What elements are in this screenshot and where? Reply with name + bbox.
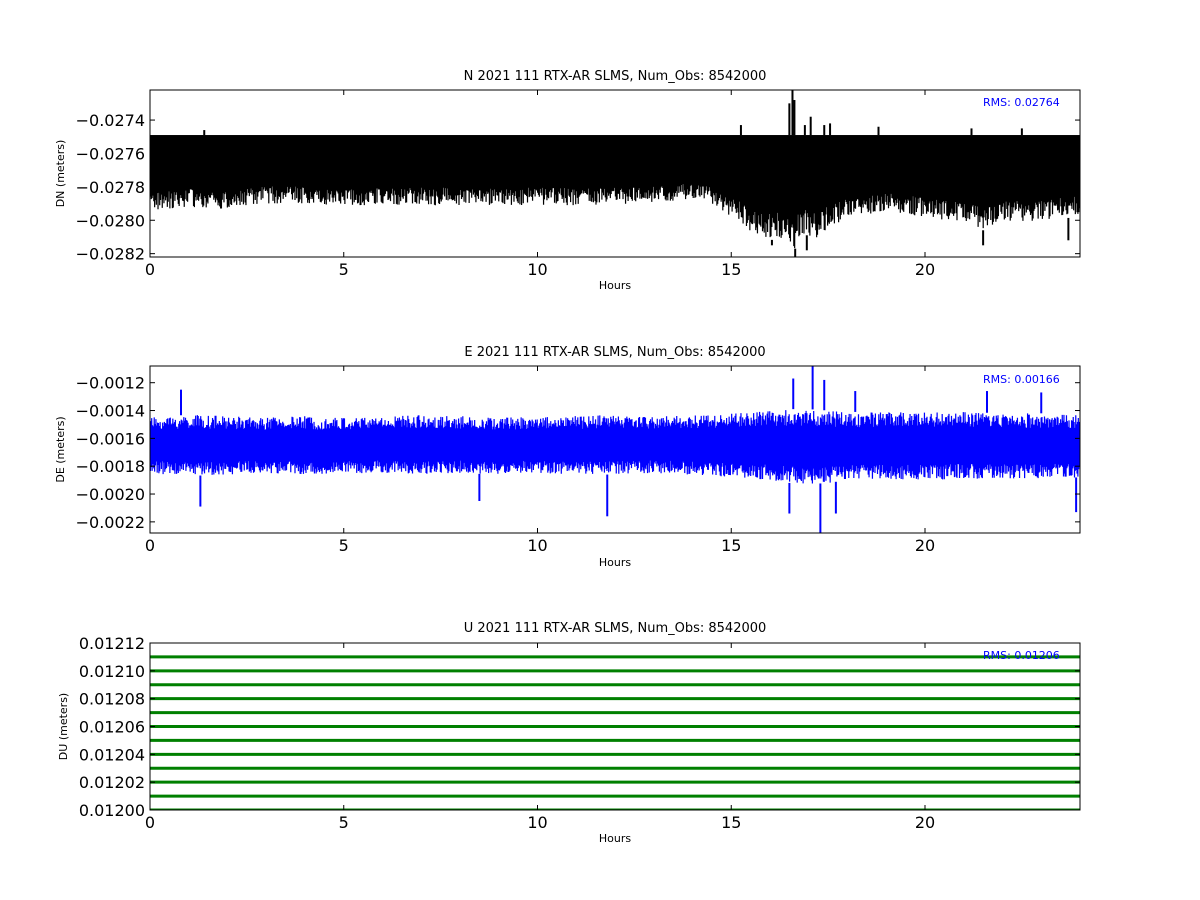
panel-north-y-ticks: −0.0274 −0.0276 −0.0278 −0.0280 −0.0282	[76, 111, 1080, 264]
panel-east-y-tick-label-4: −0.0020	[76, 485, 145, 504]
panel-north-x-tick-label-1: 5	[339, 260, 349, 279]
panel-north-x-tick-label-4: 20	[915, 260, 935, 279]
panel-up-plot	[150, 655, 1080, 810]
panel-east-y-tick-label-1: −0.0014	[76, 402, 145, 421]
panel-north-y-tick-label-2: −0.0278	[76, 178, 145, 197]
panel-up-x-ticks: 0 5 10 15 20	[145, 643, 935, 832]
panel-east-x-tick-label-2: 10	[527, 536, 547, 555]
panel-up-x-tick-label-3: 15	[721, 813, 741, 832]
panel-north-x-ticks: 0 5 10 15 20	[145, 90, 935, 279]
panel-north-x-tick-label-2: 10	[527, 260, 547, 279]
panel-up-y-label: DU (meters)	[57, 693, 70, 760]
panel-north-frame	[149, 89, 1081, 258]
panel-east: E 2021 111 RTX-AR SLMS, Num_Obs: 8542000…	[54, 345, 1081, 569]
panel-up-title: U 2021 111 RTX-AR SLMS, Num_Obs: 8542000	[464, 621, 767, 636]
panel-up-y-tick-label-5: 0.01210	[79, 662, 145, 681]
panel-up-y-tick-label-0: 0.01200	[79, 801, 145, 820]
panel-up: U 2021 111 RTX-AR SLMS, Num_Obs: 8542000…	[57, 621, 1081, 845]
panel-east-series-core	[150, 425, 1080, 468]
panel-up-y-tick-label-6: 0.01212	[79, 634, 145, 653]
panel-north-title: N 2021 111 RTX-AR SLMS, Num_Obs: 8542000	[464, 69, 767, 84]
panel-north-y-tick-label-4: −0.0282	[76, 245, 145, 264]
panel-east-plot	[150, 366, 1080, 533]
panel-north-rms-annotation: RMS: 0.02764	[983, 96, 1060, 109]
panel-north-y-tick-label-0: −0.0274	[76, 111, 145, 130]
panel-east-x-tick-label-0: 0	[145, 536, 155, 555]
panel-east-x-label: Hours	[599, 556, 631, 569]
panel-up-rms-annotation: RMS: 0.01206	[983, 649, 1060, 662]
panel-east-x-ticks: 0 5 10 15 20	[145, 366, 935, 555]
panel-up-x-tick-label-0: 0	[145, 813, 155, 832]
panel-north-y-label: DN (meters)	[54, 140, 67, 208]
panel-east-y-tick-label-3: −0.0018	[76, 457, 145, 476]
panel-up-x-tick-label-4: 20	[915, 813, 935, 832]
panel-east-rms-annotation: RMS: 0.00166	[983, 373, 1060, 386]
panel-up-x-tick-label-2: 10	[527, 813, 547, 832]
panel-north-x-tick-label-0: 0	[145, 260, 155, 279]
panel-up-y-ticks: 0.01200 0.01202 0.01204 0.01206 0.01208 0.012…	[79, 634, 1080, 820]
panel-up-x-label: Hours	[599, 832, 631, 845]
panel-east-x-tick-label-3: 15	[721, 536, 741, 555]
panel-up-y-tick-label-2: 0.01204	[79, 745, 145, 764]
panel-east-y-tick-label-5: −0.0022	[76, 513, 145, 532]
panel-north-x-tick-label-3: 15	[721, 260, 741, 279]
panel-north: N 2021 111 RTX-AR SLMS, Num_Obs: 8542000…	[54, 69, 1081, 292]
panel-up-x-tick-label-1: 5	[339, 813, 349, 832]
panel-east-y-label: DE (meters)	[54, 416, 67, 482]
panel-east-x-tick-label-4: 20	[915, 536, 935, 555]
panel-up-y-tick-label-4: 0.01208	[79, 690, 145, 709]
panel-north-series-core	[150, 135, 1080, 223]
panel-up-y-tick-label-1: 0.01202	[79, 773, 145, 792]
panel-east-y-ticks: −0.0012 −0.0014 −0.0016 −0.0018 −0.0020 −0.00…	[76, 374, 1080, 532]
panel-east-y-tick-label-2: −0.0016	[76, 429, 145, 448]
panel-east-y-tick-label-0: −0.0012	[76, 374, 145, 393]
panel-east-x-tick-label-1: 5	[339, 536, 349, 555]
panel-east-title: E 2021 111 RTX-AR SLMS, Num_Obs: 8542000	[464, 345, 765, 360]
panel-north-y-tick-label-1: −0.0276	[76, 144, 145, 163]
panel-up-y-tick-label-3: 0.01206	[79, 718, 145, 737]
panel-north-y-tick-label-3: −0.0280	[76, 211, 145, 230]
panel-east-frame	[149, 365, 1081, 534]
panel-north-x-label: Hours	[599, 279, 631, 292]
panel-north-plot	[150, 90, 1080, 257]
